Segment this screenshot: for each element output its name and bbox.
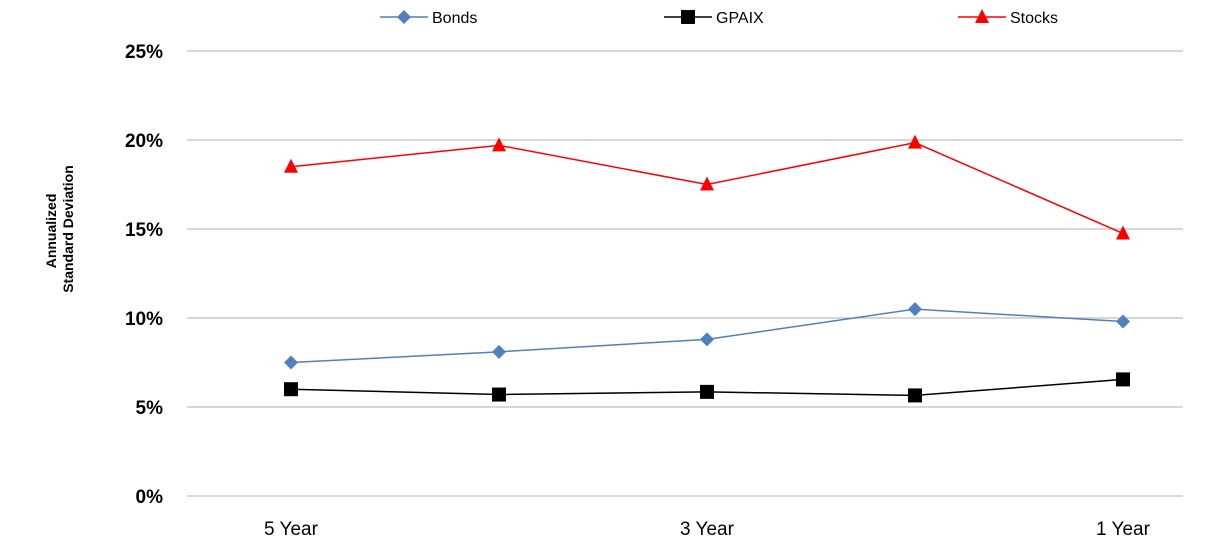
legend-marker-stocks	[975, 9, 989, 23]
series-layer	[284, 134, 1130, 403]
data-point-stocks	[1116, 225, 1130, 240]
y-tick-label: 20%	[125, 131, 163, 152]
y-axis-label-line-2: Standard Deviation	[60, 165, 76, 293]
x-tick-label: 5 Year	[264, 519, 319, 540]
series-stocks	[284, 134, 1130, 240]
data-point-stocks	[700, 176, 714, 191]
y-axis-label-line-1: Annualized	[43, 194, 59, 269]
data-point-stocks	[908, 134, 922, 149]
data-point-gpaix	[284, 382, 298, 397]
data-point-gpaix	[1116, 372, 1130, 387]
data-point-bonds	[700, 332, 714, 347]
legend-item-bonds: Bonds	[380, 10, 477, 27]
series-gpaix	[284, 372, 1130, 403]
data-point-stocks	[284, 158, 298, 173]
y-tick-label: 5%	[136, 398, 164, 419]
legend-label-gpaix: GPAIX	[716, 10, 764, 27]
legend-marker-bonds	[397, 10, 411, 24]
data-point-stocks	[492, 137, 506, 152]
data-point-bonds	[284, 355, 298, 370]
data-point-gpaix	[700, 384, 714, 399]
y-axis-label: Annualized Standard Deviation	[43, 165, 76, 293]
legend: Bonds GPAIX Stocks	[380, 9, 1058, 27]
gridlines	[187, 50, 1183, 497]
y-tick-label: 25%	[125, 42, 163, 63]
legend-item-stocks: Stocks	[958, 9, 1058, 27]
data-point-gpaix	[908, 388, 922, 403]
legend-marker-gpaix	[681, 10, 695, 24]
y-tick-label: 15%	[125, 220, 163, 241]
data-point-bonds	[1116, 314, 1130, 329]
x-axis-ticks: 5 Year 3 Year 1 Year	[264, 519, 1151, 540]
y-axis-ticks: 0% 5% 10% 15% 20% 25%	[125, 42, 163, 508]
data-point-bonds	[492, 344, 506, 359]
y-tick-label: 10%	[125, 309, 163, 330]
legend-label-stocks: Stocks	[1010, 10, 1058, 27]
data-point-gpaix	[492, 387, 506, 402]
series-bonds	[284, 302, 1130, 370]
x-tick-label: 3 Year	[680, 519, 735, 540]
y-tick-label: 0%	[136, 487, 164, 508]
legend-label-bonds: Bonds	[432, 10, 477, 27]
data-point-bonds	[908, 302, 922, 317]
legend-item-gpaix: GPAIX	[664, 10, 764, 27]
x-tick-label: 1 Year	[1096, 519, 1151, 540]
